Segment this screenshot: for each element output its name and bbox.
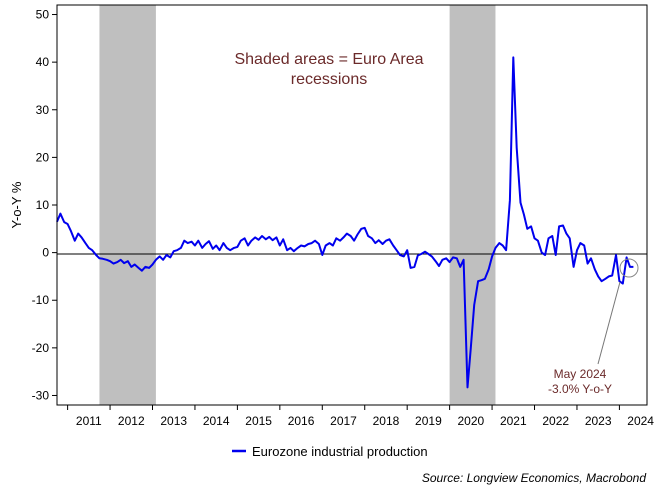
y-tick-label: -20	[32, 341, 50, 355]
y-tick-label: -10	[32, 293, 50, 307]
x-tick-label: 2021	[500, 414, 527, 428]
callout-line2: -3.0% Y-o-Y	[548, 382, 612, 396]
x-tick-label: 2020	[457, 414, 484, 428]
y-tick-label: 20	[36, 150, 50, 164]
y-tick-label: 50	[36, 8, 50, 22]
x-tick-label: 2013	[160, 414, 187, 428]
y-axis-ticks: 50 40 30 20 10 0 -10 -20 -30	[32, 8, 57, 402]
x-tick-label: 2012	[118, 414, 145, 428]
series-layer	[56, 56, 634, 389]
x-tick-label: 2024	[627, 414, 654, 428]
x-tick-label: 2014	[203, 414, 230, 428]
y-tick-label: 10	[36, 198, 50, 212]
y-tick-label: 30	[36, 103, 50, 117]
x-tick-label: 2018	[373, 414, 400, 428]
y-tick-label: 40	[36, 55, 50, 69]
callout-pointer-line	[597, 281, 621, 365]
x-tick-label: 2011	[76, 414, 102, 428]
recession-band-2	[449, 5, 496, 405]
x-tick-label: 2023	[585, 414, 612, 428]
series-line-eurozone-industrial-production	[56, 56, 634, 389]
shading-note-line2: recessions	[291, 71, 367, 88]
y-tick-label: 0	[42, 246, 49, 260]
x-tick-label: 2016	[288, 414, 315, 428]
y-tick-label: -30	[32, 388, 50, 402]
x-tick-label: 2017	[330, 414, 357, 428]
x-tick-label: 2015	[245, 414, 272, 428]
callout-line1: May 2024	[554, 367, 607, 381]
recession-band-1	[99, 5, 156, 405]
shading-note-line1: Shaded areas = Euro Area	[234, 51, 423, 68]
y-axis-label: Y-o-Y %	[9, 181, 24, 228]
recession-bands	[99, 5, 496, 405]
x-axis-ticks: 2011 2012 2013 2014 2015 2016 2017 2018 2019 2020…	[67, 405, 654, 428]
source-note: Source: Longview Economics, Macrobond	[422, 471, 646, 485]
x-tick-label: 2022	[542, 414, 569, 428]
may-2024-highlight-circle	[619, 258, 639, 278]
legend-label: Eurozone industrial production	[252, 444, 428, 459]
x-tick-label: 2019	[415, 414, 442, 428]
